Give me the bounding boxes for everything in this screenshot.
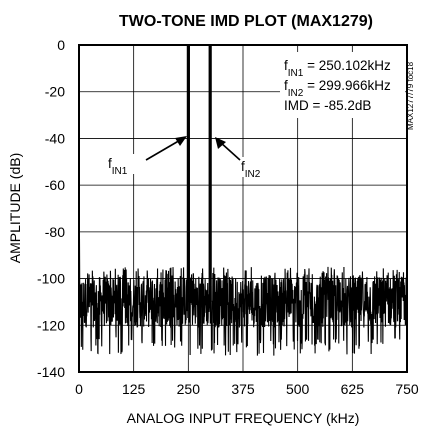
x-tick-label-0: 0: [75, 381, 83, 397]
x-tick-label-6: 750: [395, 381, 419, 397]
annotation-box: fIN1 = 250.102kHz fIN2 = 299.966kHz IMD …: [280, 52, 405, 118]
figure-id: MAX1277/79 toc18: [406, 61, 415, 130]
x-tick-label-4: 500: [286, 381, 310, 397]
fin2-annotation: fIN2 = 299.966kHz: [284, 78, 391, 99]
y-tick-label-2: -40: [45, 130, 65, 146]
arrowhead: [175, 136, 187, 146]
tone-label-fin2: fIN2: [215, 137, 284, 180]
noise-trace: [78, 238, 408, 356]
x-axis-label: ANALOG INPUT FREQUENCY (kHz): [127, 410, 360, 426]
y-axis-label: AMPLITUDE (dB): [7, 153, 23, 263]
imd-annotation: IMD = -85.2dB: [284, 98, 371, 113]
chart-title: TWO-TONE IMD PLOT (MAX1279): [119, 13, 373, 30]
x-ticks: 0 125 250 375 500 625 750: [75, 381, 419, 397]
svg-text:fIN1: fIN1: [108, 156, 128, 177]
y-ticks: 0 -20 -40 -60 -80 -100 -120 -140: [37, 37, 65, 380]
tone-label-fin1: fIN1: [106, 136, 187, 177]
tones: [186, 45, 212, 302]
svg-text:fIN2: fIN2: [241, 159, 261, 180]
y-tick-label-6: -120: [37, 317, 65, 333]
x-tick-label-1: 125: [122, 381, 146, 397]
x-tick-label-2: 250: [177, 381, 201, 397]
arrowhead: [215, 137, 226, 149]
plot-frame: [78, 44, 408, 373]
y-tick-label-1: -20: [45, 84, 65, 100]
noise-floor: [78, 238, 408, 356]
y-tick-label-5: -100: [37, 271, 65, 287]
y-tick-label-3: -60: [45, 177, 65, 193]
fin1-annotation: fIN1 = 250.102kHz: [284, 58, 391, 79]
y-tick-label-7: -140: [37, 364, 65, 380]
x-tick-label-3: 375: [231, 381, 255, 397]
x-tick-label-5: 625: [341, 381, 365, 397]
y-tick-label-4: -80: [45, 224, 65, 240]
y-tick-label-0: 0: [57, 37, 65, 53]
